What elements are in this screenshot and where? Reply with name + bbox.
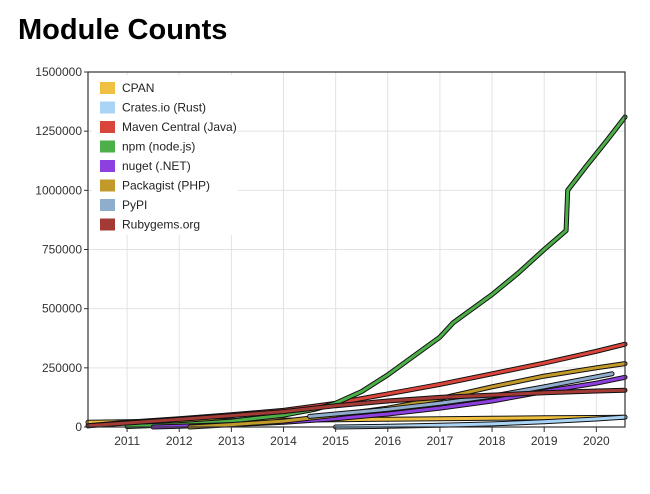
legend-label: npm (node.js) (122, 140, 195, 154)
legend-label: CPAN (122, 81, 154, 95)
series-line (86, 388, 627, 428)
series-lines (85, 114, 628, 430)
x-tick-label: 2018 (479, 434, 506, 448)
legend-box (92, 75, 238, 235)
legend-swatch (100, 199, 115, 211)
x-tick-label: 2016 (374, 434, 401, 448)
legend-label: Rubygems.org (122, 218, 200, 232)
x-tick-label: 2014 (270, 434, 297, 448)
x-axis: 2011 2012 2013 2014 2015 2016 2017 2018 2019 2020 (114, 427, 610, 448)
series-line (308, 372, 614, 418)
y-tick-label: 1000000 (35, 183, 82, 197)
legend-swatch (100, 179, 115, 192)
y-tick-label: 1250000 (35, 124, 82, 138)
legend-swatch (100, 101, 115, 114)
x-tick-label: 2020 (583, 434, 610, 448)
legend-label: Packagist (PHP) (122, 179, 210, 193)
legend-swatch (100, 82, 115, 94)
legend-label: Maven Central (Java) (122, 120, 237, 134)
legend-swatch (100, 160, 115, 172)
y-axis: 0 250000 500000 750000 1000000 1250000 1500000 (35, 65, 88, 434)
series-line (188, 362, 627, 429)
y-tick-label: 1500000 (35, 65, 82, 79)
legend: CPAN Crates.io (Rust) Maven Central (Java)… (92, 75, 238, 235)
legend-swatch (100, 218, 115, 231)
x-tick-label: 2012 (166, 434, 193, 448)
x-tick-label: 2013 (218, 434, 245, 448)
legend-label: nuget (.NET) (122, 159, 191, 173)
legend-label: Crates.io (Rust) (122, 101, 206, 115)
x-tick-label: 2017 (427, 434, 454, 448)
legend-swatch (100, 140, 115, 153)
series-line (334, 415, 627, 429)
x-tick-label: 2019 (531, 434, 558, 448)
x-tick-label: 2015 (322, 434, 349, 448)
y-tick-label: 750000 (42, 243, 82, 257)
y-tick-label: 0 (75, 420, 82, 434)
legend-label: PyPI (122, 198, 147, 212)
y-tick-label: 500000 (42, 302, 82, 316)
x-tick-label: 2011 (114, 434, 140, 448)
series-line (125, 115, 627, 428)
y-tick-label: 250000 (42, 361, 82, 375)
legend-swatch (100, 121, 115, 133)
chart-title: Module Counts (18, 14, 228, 46)
